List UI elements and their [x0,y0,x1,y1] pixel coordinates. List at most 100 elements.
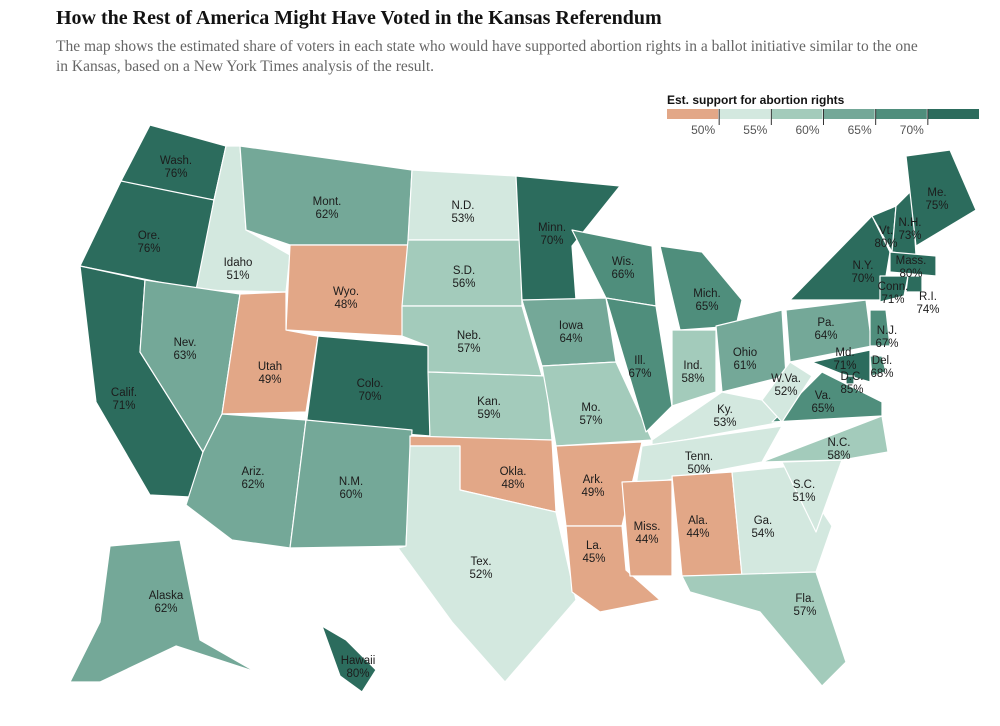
state-name: Fla. [795,593,814,605]
state-value: 45% [582,553,605,565]
state-name: Ga. [754,515,773,527]
state-name: Wis. [612,256,634,268]
state-name: Colo. [357,378,384,390]
state-value: 53% [713,417,736,429]
state-name: Hawaii [341,655,376,667]
subtitle: The map shows the estimated share of vot… [56,38,918,55]
state-name: Mont. [313,196,342,208]
state-name: N.M. [339,476,363,488]
state-value: 67% [628,368,651,380]
state-value: 70% [540,235,563,247]
state-name: Mass. [896,255,927,267]
state-value: 61% [733,360,756,372]
state-value: 56% [452,278,475,290]
state-name: Idaho [224,257,253,269]
state-value: 44% [686,528,709,540]
state-name: Nev. [174,337,197,349]
state-value: 44% [635,534,658,546]
state-value: 74% [916,304,939,316]
state-value: 70% [851,273,874,285]
state-value: 62% [241,479,264,491]
state-value: 65% [695,301,718,313]
state-value: 62% [154,603,177,615]
state-name: Neb. [457,330,481,342]
state-value: 53% [451,213,474,225]
state-value: 80% [899,268,922,280]
state-name: W.Va. [771,373,801,385]
state-shape [845,375,855,385]
state-name: Tenn. [685,451,713,463]
title: How the Rest of America Might Have Voted… [56,7,662,29]
state-shape [397,445,577,683]
legend-label: 55% [743,123,767,137]
state-name: Ill. [634,355,646,367]
state-shape [869,355,887,377]
state-name: Va. [815,390,831,402]
state-name: D.C. [841,371,864,383]
state-value: 66% [611,269,634,281]
state-value: 63% [173,350,196,362]
state-name: Kan. [477,396,501,408]
legend-swatch [927,109,979,119]
state-name: Ark. [583,474,603,486]
state-name: Alaska [149,590,184,602]
state-name: Utah [258,361,282,373]
state-name: Vt. [879,225,893,237]
state-value: 71% [112,400,135,412]
state-name: N.D. [452,200,475,212]
state-value: 51% [226,270,249,282]
state-shape [905,275,923,293]
state-shape [771,371,883,423]
state-value: 85% [840,384,863,396]
state-shape [571,229,657,307]
state-shape [869,309,891,347]
state-name: Miss. [634,521,661,533]
state-name: Conn. [878,281,909,293]
state-shape [69,539,257,683]
legend-label: 60% [795,123,819,137]
state-name: La. [586,540,602,552]
state-value: 52% [774,386,797,398]
state-name: Me. [927,187,946,199]
state-value: 48% [334,299,357,311]
state-name: S.D. [453,265,475,277]
state-name: Iowa [559,320,584,332]
state-name: Md. [835,347,854,359]
states [69,124,977,693]
legend-label: 65% [848,123,872,137]
state-value: 75% [925,200,948,212]
state-value: 80% [874,238,897,250]
legend-swatch [771,109,823,119]
state-name: Ky. [717,404,733,416]
state-value: 57% [457,343,480,355]
state-name: Ohio [733,347,757,359]
state-value: 70% [358,391,381,403]
state-name: Okla. [500,466,527,478]
state-value: 64% [814,330,837,342]
state-name: Minn. [538,222,566,234]
state-name: Wyo. [333,286,359,298]
state-name: N.J. [877,325,897,337]
state-name: Del. [872,355,892,367]
state-labels: Wash.76%Ore.76%Calif.71%Idaho51%Nev.63%M… [111,155,949,680]
state-value: 80% [346,668,369,680]
legend-label: 70% [900,123,924,137]
legend-swatch [719,109,771,119]
state-shape [515,175,621,301]
state-name: Ind. [683,360,702,372]
state-shape [681,571,847,687]
state-value: 57% [793,606,816,618]
state-value: 51% [792,492,815,504]
state-value: 65% [811,403,834,415]
state-value: 52% [469,569,492,581]
state-value: 76% [137,243,160,255]
state-value: 60% [339,489,362,501]
state-name: Ore. [138,230,160,242]
state-shape [811,349,871,383]
legend-title: Est. support for abortion rights [667,93,845,107]
state-name: S.C. [793,479,815,491]
state-value: 58% [827,450,850,462]
state-shape [565,525,661,613]
state-name: Mo. [581,402,600,414]
